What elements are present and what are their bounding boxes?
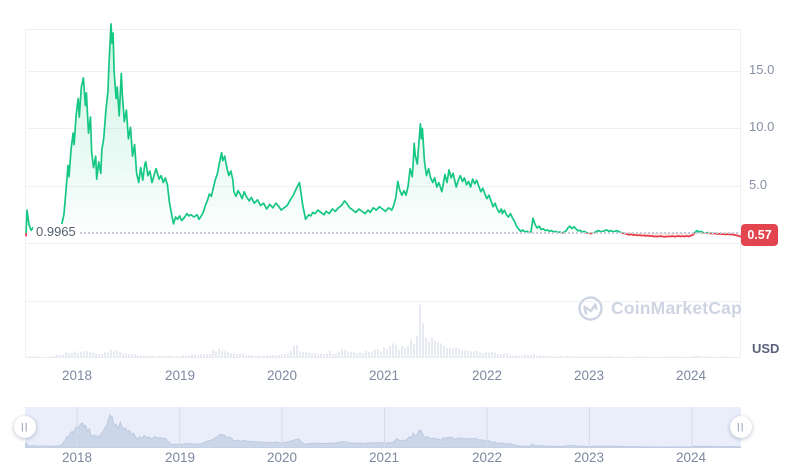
- x-axis-tick: 2024: [675, 450, 707, 465]
- navigator-handle-left[interactable]: ||: [14, 416, 36, 438]
- x-axis-tick: 2019: [164, 368, 196, 383]
- coinmarketcap-logo-icon: [578, 296, 603, 321]
- grid-line: [26, 71, 740, 72]
- x-axis-tick: 2021: [368, 368, 400, 383]
- navigator-axis-labels: 2018 2019 2020 2021 2022 2023 2024: [0, 450, 808, 468]
- x-axis-tick: 2024: [675, 368, 707, 383]
- x-axis-tick: 2021: [368, 450, 400, 465]
- coinmarketcap-watermark: CoinMarketCap: [577, 295, 742, 322]
- navigator-handle-right[interactable]: ||: [730, 416, 752, 438]
- grid-line: [26, 301, 740, 302]
- drag-handle-icon: ||: [737, 421, 745, 432]
- watermark-label: CoinMarketCap: [611, 298, 742, 318]
- grid-line: [26, 243, 740, 244]
- y-axis-tick-5: 5.0: [749, 177, 768, 192]
- navigator[interactable]: || ||: [14, 407, 752, 448]
- baseline-dotted-line: [73, 231, 738, 234]
- price-line-chart[interactable]: [25, 22, 743, 359]
- grid-line: [26, 128, 740, 129]
- x-axis-tick: 2018: [61, 450, 93, 465]
- x-axis-tick: 2020: [266, 450, 298, 465]
- y-axis-tick-10: 10.0: [749, 119, 775, 134]
- baseline-label: 0.9965: [33, 224, 79, 240]
- drag-handle-icon: ||: [21, 421, 29, 432]
- x-axis-tick: 2023: [573, 368, 605, 383]
- x-axis-tick: 2023: [573, 450, 605, 465]
- x-axis-tick: 2022: [471, 450, 503, 465]
- grid-line: [26, 186, 740, 187]
- x-axis-labels: 2018 2019 2020 2021 2022 2023 2024: [0, 368, 808, 386]
- price-chart-panel[interactable]: 0.9965: [25, 22, 743, 359]
- last-price-badge: 0.57: [741, 224, 778, 246]
- x-axis-tick: 2020: [266, 368, 298, 383]
- x-axis-tick: 2022: [471, 368, 503, 383]
- x-axis-tick: 2018: [61, 368, 93, 383]
- currency-unit-label: USD: [752, 341, 780, 356]
- navigator-silhouette[interactable]: [25, 407, 741, 448]
- x-axis-tick: 2019: [164, 450, 196, 465]
- y-axis-tick-15: 15.0: [749, 62, 775, 77]
